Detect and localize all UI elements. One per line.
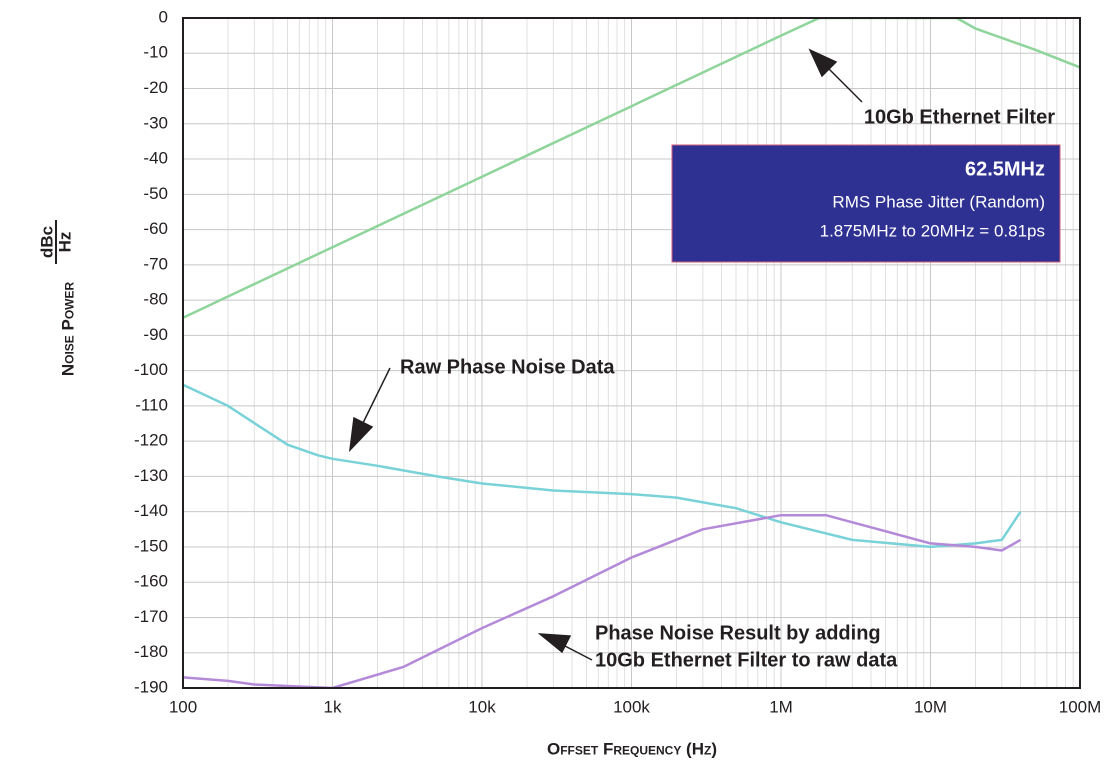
y-tick-label: -90 (143, 325, 168, 344)
y-tick-label: -40 (143, 149, 168, 168)
annotation: Raw Phase Noise Data (400, 356, 615, 378)
y-tick-label: -50 (143, 184, 168, 203)
series-line (183, 513, 1022, 688)
info-title: 62.5MHz (965, 158, 1045, 180)
x-tick-label: 100k (613, 697, 650, 716)
arrows (348, 48, 863, 661)
y-tick-label: -60 (143, 219, 168, 238)
info-line: 1.875MHz to 20MHz = 0.81ps (820, 221, 1045, 240)
y-tick-label: -70 (143, 254, 168, 273)
y-unit-num: dBc (37, 226, 56, 258)
y-tick-label: -160 (134, 572, 168, 591)
y-tick-label: -10 (143, 43, 168, 62)
y-tick-label: -20 (143, 78, 168, 97)
y-tick-label: -150 (134, 536, 168, 555)
y-tick-label: 0 (159, 7, 168, 26)
x-tick-label: 10M (914, 697, 947, 716)
y-tick-label: -170 (134, 607, 168, 626)
y-tick-label: -190 (134, 677, 168, 696)
x-tick-label: 1k (324, 697, 342, 716)
y-unit-den: Hz (55, 232, 74, 253)
y-tick-label: -130 (134, 466, 168, 485)
annotation: 10Gb Ethernet Filter to raw data (595, 649, 898, 671)
series-line (183, 383, 1022, 549)
y-tick-label: -120 (134, 431, 168, 450)
plot-lines (183, 18, 1080, 688)
info-box (671, 144, 1061, 263)
x-tick-label: 1M (769, 697, 793, 716)
y-tick-label: -110 (135, 395, 168, 414)
x-tick-label: 100 (169, 697, 197, 716)
info-line: RMS Phase Jitter (Random) (832, 192, 1045, 211)
y-tick-label: -100 (134, 360, 168, 379)
plot-frame (182, 17, 1081, 689)
series-line (183, 18, 1080, 319)
x-axis-label: Offset Frequency (Hz) (547, 739, 717, 758)
y-tick-label: -30 (143, 113, 168, 132)
x-tick-label: 100M (1059, 697, 1102, 716)
y-tick-label: -140 (134, 501, 168, 520)
y-tick-label: -180 (134, 642, 168, 661)
annotation: Phase Noise Result by adding (595, 622, 881, 644)
annotations: 10Gb Ethernet Filter Raw Phase Noise Data… (400, 106, 1055, 671)
y-tick-label: -80 (143, 290, 168, 309)
x-tick-label: 10k (468, 697, 496, 716)
y-axis-label: Noise Power (58, 282, 77, 377)
annotation: 10Gb Ethernet Filter (864, 106, 1055, 128)
